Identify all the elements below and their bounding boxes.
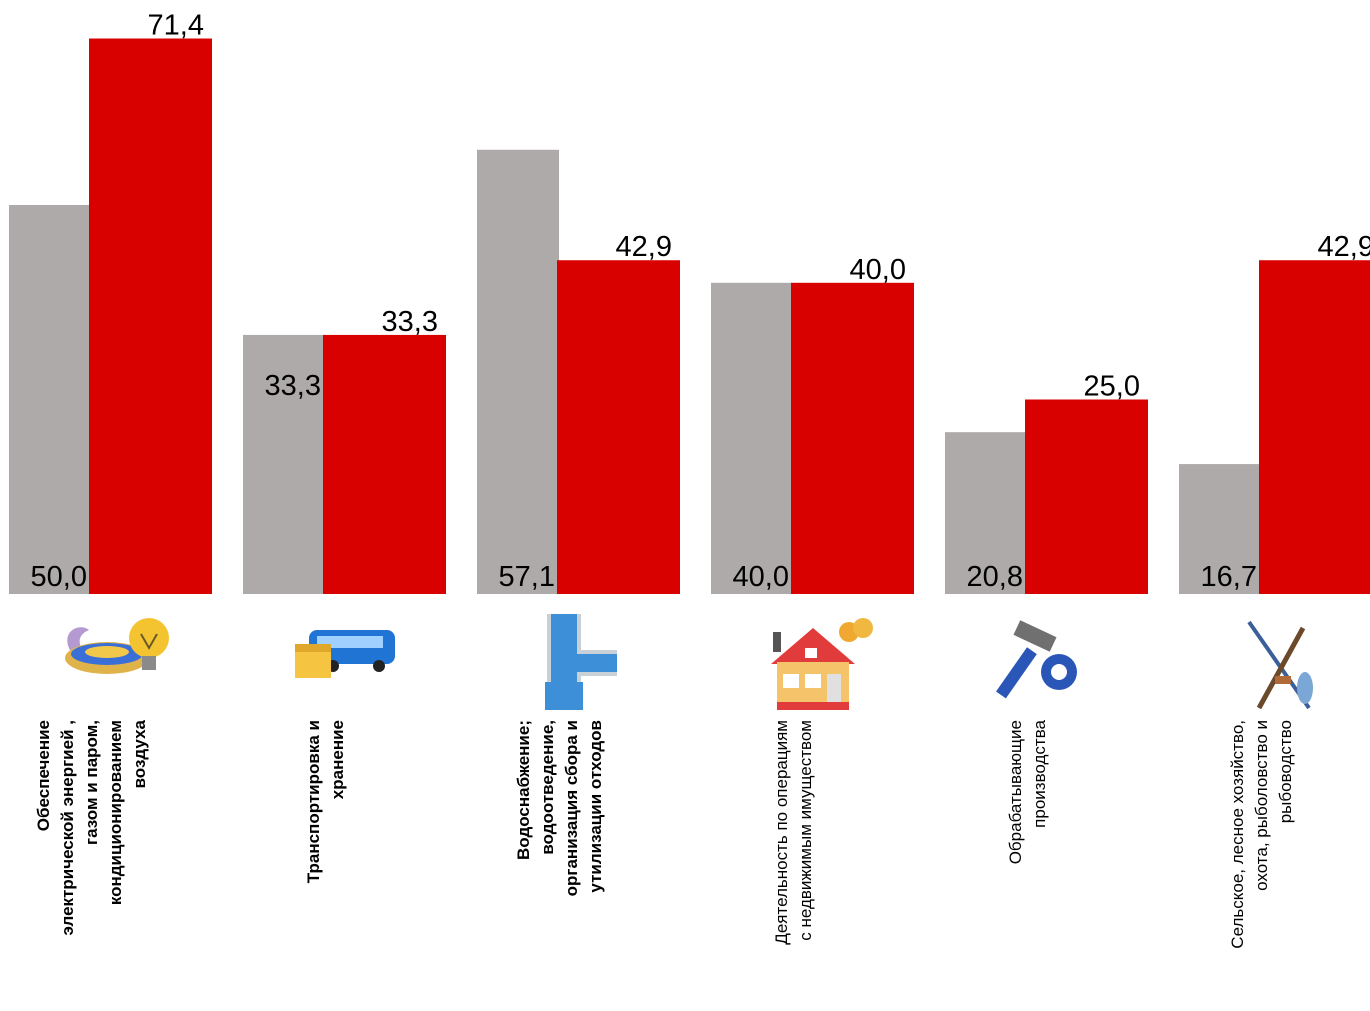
category-label-2-line-3: утилизации отходов: [586, 720, 605, 893]
category-label-2-line-2: организация сбора и: [562, 720, 581, 896]
value-label-red-4: 25,0: [1084, 371, 1140, 403]
house-coins-icon: [771, 618, 873, 710]
bus-box-icon: [295, 630, 395, 678]
series-red-bars: [89, 38, 1370, 595]
value-label-red-3: 40,0: [850, 254, 906, 286]
category-label-0-line-1: электрической энергией ,: [58, 720, 77, 935]
category-label-2-line-1: водоотведение,: [538, 720, 557, 855]
bar-gray-3: [711, 282, 793, 594]
value-label-gray-2: 57,1: [499, 561, 555, 593]
category-label-2-line-0: Водоснабжение;: [514, 720, 533, 860]
value-label-gray-3: 40,0: [733, 561, 789, 593]
value-label-gray-5: 16,7: [1201, 561, 1257, 593]
category-icons: [65, 614, 1313, 710]
bar-gray-2: [477, 149, 559, 594]
category-label-3-line-1: с недвижимым имуществом: [796, 720, 815, 941]
category-labels: Обеспечение электрической энергией , газом…: [34, 719, 1295, 948]
value-label-gray-1: 33,3: [265, 370, 321, 402]
value-labels: 50,0 71,4 33,3 33,3 57,1 42,9 40,0 40,0 20,8 25,0…: [31, 10, 1370, 593]
bar-red-0: [89, 38, 212, 595]
hammer-gear-icon: [996, 620, 1077, 699]
bar-red-3: [791, 282, 914, 594]
bar-red-4: [1025, 399, 1148, 594]
category-label-0-line-3: кондиционированием: [106, 720, 125, 905]
value-label-red-1: 33,3: [382, 306, 438, 338]
water-pipe-icon: [545, 614, 617, 710]
category-label-3-line-0: Деятельность по операциям: [772, 720, 791, 945]
value-label-red-2: 42,9: [616, 231, 672, 263]
bar-red-1: [323, 334, 446, 594]
category-label-5-line-0: Сельское, лесное хозяйство,: [1228, 720, 1247, 949]
value-label-red-0: 71,4: [148, 10, 204, 42]
bar-red-5: [1259, 260, 1370, 594]
category-label-0-line-2: газом и паром,: [82, 720, 101, 845]
value-label-gray-4: 20,8: [967, 561, 1023, 593]
category-label-0-line-4: воздуха: [130, 719, 149, 788]
bar-gray-0: [9, 205, 91, 594]
rod-rifle-fish-icon: [1247, 620, 1313, 710]
value-label-gray-0: 50,0: [31, 561, 87, 593]
bar-red-2: [557, 260, 680, 594]
gas-burner-bulb-icon: [65, 618, 169, 674]
bar-gray-1: [243, 334, 325, 594]
series-gray-bars: [9, 149, 1261, 594]
bar-gray-5: [1179, 464, 1261, 594]
value-label-red-5: 42,9: [1318, 231, 1370, 263]
category-label-0-line-0: Обеспечение: [34, 720, 53, 831]
bar-gray-4: [945, 432, 1027, 594]
category-label-5-line-1: охота, рыболовство и: [1252, 720, 1271, 891]
category-label-1-line-1: хранение: [328, 720, 347, 799]
category-label-1-line-0: Транспортировка и: [304, 720, 323, 883]
category-label-4-line-0: Обрабатывающие: [1006, 720, 1025, 864]
category-label-4-line-1: производства: [1030, 719, 1049, 827]
category-label-5-line-2: рыбоводство: [1276, 720, 1295, 823]
